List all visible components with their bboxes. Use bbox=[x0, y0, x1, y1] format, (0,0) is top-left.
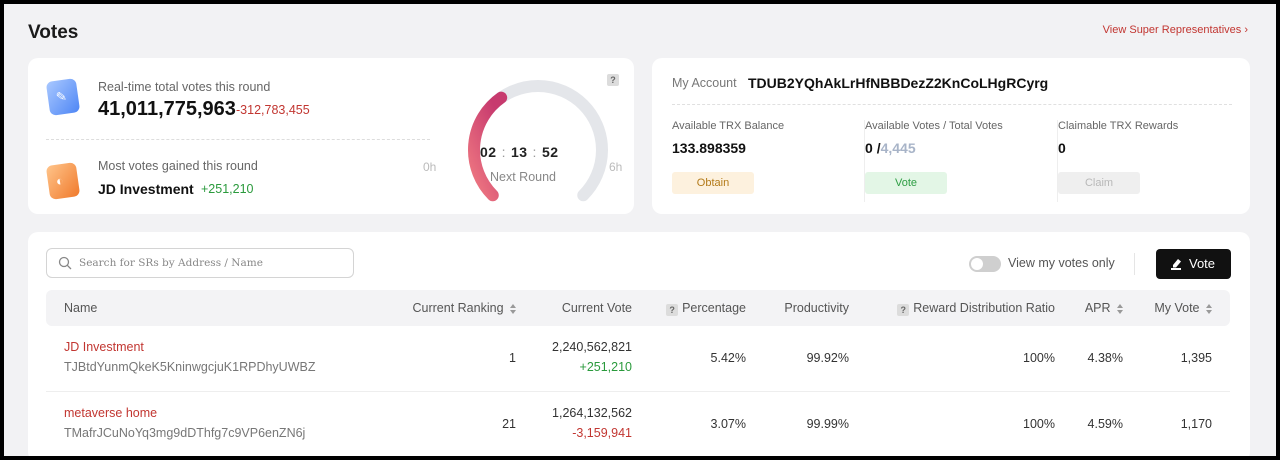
votes-available: 0 bbox=[865, 140, 873, 156]
claim-button[interactable]: Claim bbox=[1058, 172, 1140, 194]
my-vote-cell: 1,395 bbox=[1180, 351, 1212, 365]
percentage-cell: 5.42% bbox=[710, 351, 746, 365]
votes-label: Available Votes / Total Votes bbox=[865, 120, 1003, 132]
vote-button-small[interactable]: Vote bbox=[865, 172, 947, 194]
search-icon bbox=[58, 256, 72, 270]
view-super-representatives-link[interactable]: View Super Representatives › bbox=[1103, 24, 1248, 36]
header-percentage: ? Percentage bbox=[666, 301, 746, 316]
current-vote-cell: 1,264,132,562 bbox=[552, 406, 632, 420]
total-votes-delta: -312,783,455 bbox=[236, 103, 310, 117]
timer-minutes: 13 bbox=[510, 144, 528, 160]
votes-page: Votes View Super Representatives › ✎ Rea… bbox=[4, 4, 1276, 456]
table-header: Name Current Ranking Current Vote ? Perce… bbox=[46, 290, 1230, 326]
my-account-card: My Account TDUB2YQhAkLrHfNBBDezZ2KnCoLHg… bbox=[652, 58, 1250, 214]
apr-cell: 4.59% bbox=[1087, 417, 1123, 431]
rewards-value: 0 bbox=[1058, 140, 1066, 156]
header-reward-ratio-label: Reward Distribution Ratio bbox=[913, 301, 1055, 315]
divider bbox=[46, 139, 430, 140]
gauge-fill bbox=[468, 91, 508, 202]
sort-icon bbox=[1206, 303, 1212, 314]
search-box[interactable] bbox=[46, 248, 354, 278]
productivity-cell: 99.99% bbox=[806, 417, 849, 431]
productivity-cell: 99.92% bbox=[806, 351, 849, 365]
account-address: TDUB2YQhAkLrHfNBBDezZ2KnCoLHgRCyrg bbox=[748, 75, 1049, 91]
table-row[interactable]: JD Investment TJBtdYunmQkeK5KninwgcjuK1R… bbox=[46, 326, 1230, 392]
header-current-vote: Current Vote bbox=[561, 301, 632, 315]
most-votes-label: Most votes gained this round bbox=[98, 159, 258, 173]
votes-separator: / bbox=[876, 140, 881, 156]
round-progress-gauge bbox=[468, 79, 608, 202]
votes-section: Available Votes / Total Votes 0 /4,445 V… bbox=[864, 120, 1054, 202]
header-percentage-label: Percentage bbox=[682, 301, 746, 315]
my-vote-cell: 1,170 bbox=[1180, 417, 1212, 431]
obtain-button[interactable]: Obtain bbox=[672, 172, 754, 194]
ballot-icon bbox=[1171, 259, 1181, 270]
table-row[interactable]: metaverse home TMafrJCuNoYq3mg9dDThfg7c9… bbox=[46, 392, 1230, 456]
header-apr[interactable]: APR bbox=[1085, 301, 1123, 315]
toggle-knob bbox=[971, 258, 983, 270]
search-input[interactable] bbox=[79, 254, 339, 272]
balance-value: 133.898359 bbox=[672, 140, 746, 156]
view-my-votes-label: View my votes only bbox=[1008, 256, 1115, 270]
next-round-label: Next Round bbox=[490, 170, 557, 184]
help-icon[interactable]: ? bbox=[666, 304, 679, 316]
trophy-icon: ◐ bbox=[45, 162, 81, 200]
page-title: Votes bbox=[28, 22, 79, 43]
ranking-cell: 1 bbox=[509, 351, 516, 365]
gauge-end-label: 6h bbox=[609, 160, 623, 174]
reward-ratio-cell: 100% bbox=[1023, 417, 1055, 431]
sr-table-card: View my votes only Vote Name Current Ran… bbox=[28, 232, 1250, 456]
timer-hours: 02 bbox=[480, 144, 497, 160]
sort-icon bbox=[1117, 303, 1123, 314]
sr-address: TMafrJCuNoYq3mg9dDThfg7c9VP6enZN6j bbox=[64, 426, 306, 440]
sort-icon bbox=[510, 303, 516, 314]
header-reward-ratio: ? Reward Distribution Ratio bbox=[897, 301, 1055, 316]
rewards-label: Claimable TRX Rewards bbox=[1058, 120, 1179, 132]
header-ranking-label: Current Ranking bbox=[412, 301, 504, 315]
total-votes-value: 41,011,775,963 bbox=[98, 98, 236, 120]
header-productivity: Productivity bbox=[784, 301, 849, 315]
timer-seconds: 52 bbox=[541, 144, 559, 160]
header-apr-label: APR bbox=[1084, 301, 1111, 315]
my-account-label: My Account bbox=[672, 76, 737, 90]
reward-ratio-cell: 100% bbox=[1023, 351, 1055, 365]
header-my-vote-label: My Vote bbox=[1154, 301, 1200, 315]
divider bbox=[1134, 253, 1135, 275]
help-icon[interactable]: ? bbox=[897, 304, 910, 316]
divider bbox=[672, 104, 1232, 105]
header-my-vote[interactable]: My Vote bbox=[1154, 301, 1212, 315]
vote-delta-cell: +251,210 bbox=[579, 360, 632, 374]
vote-delta-cell: -3,159,941 bbox=[572, 426, 632, 440]
apr-cell: 4.38% bbox=[1087, 351, 1123, 365]
vote-button[interactable]: Vote bbox=[1156, 249, 1231, 279]
ranking-cell: 21 bbox=[502, 417, 516, 431]
header-ranking[interactable]: Current Ranking bbox=[412, 301, 516, 315]
countdown-timer: 02:13:52 bbox=[480, 144, 559, 160]
total-votes-label: Real-time total votes this round bbox=[98, 80, 271, 94]
help-icon[interactable]: ? bbox=[607, 74, 619, 86]
votes-value: 0 /4,445 bbox=[865, 140, 916, 156]
most-votes-delta: +251,210 bbox=[201, 182, 254, 196]
round-summary-card: ✎ Real-time total votes this round 41,01… bbox=[28, 58, 634, 214]
rewards-section: Claimable TRX Rewards 0 Claim bbox=[1057, 120, 1247, 202]
header-name: Name bbox=[64, 301, 98, 315]
sr-name-link[interactable]: JD Investment bbox=[64, 340, 144, 354]
balance-section: Available TRX Balance 133.898359 Obtain bbox=[672, 120, 862, 202]
sr-address: TJBtdYunmQkeK5KninwgcjuK1RPDhyUWBZ bbox=[64, 360, 316, 374]
vote-button-label: Vote bbox=[1189, 256, 1216, 271]
votes-total: 4,445 bbox=[880, 140, 916, 156]
super-link-label: View Super Representatives bbox=[1102, 24, 1242, 36]
most-votes-sr-name: JD Investment bbox=[98, 181, 194, 197]
current-vote-cell: 2,240,562,821 bbox=[552, 340, 632, 354]
ballot-icon: ✎ bbox=[45, 78, 81, 116]
percentage-cell: 3.07% bbox=[710, 417, 746, 431]
sr-name-link[interactable]: metaverse home bbox=[64, 406, 158, 420]
chevron-right-icon: › bbox=[1244, 24, 1248, 36]
view-my-votes-toggle[interactable] bbox=[969, 256, 1001, 272]
balance-label: Available TRX Balance bbox=[672, 120, 785, 132]
gauge-start-label: 0h bbox=[423, 160, 437, 174]
